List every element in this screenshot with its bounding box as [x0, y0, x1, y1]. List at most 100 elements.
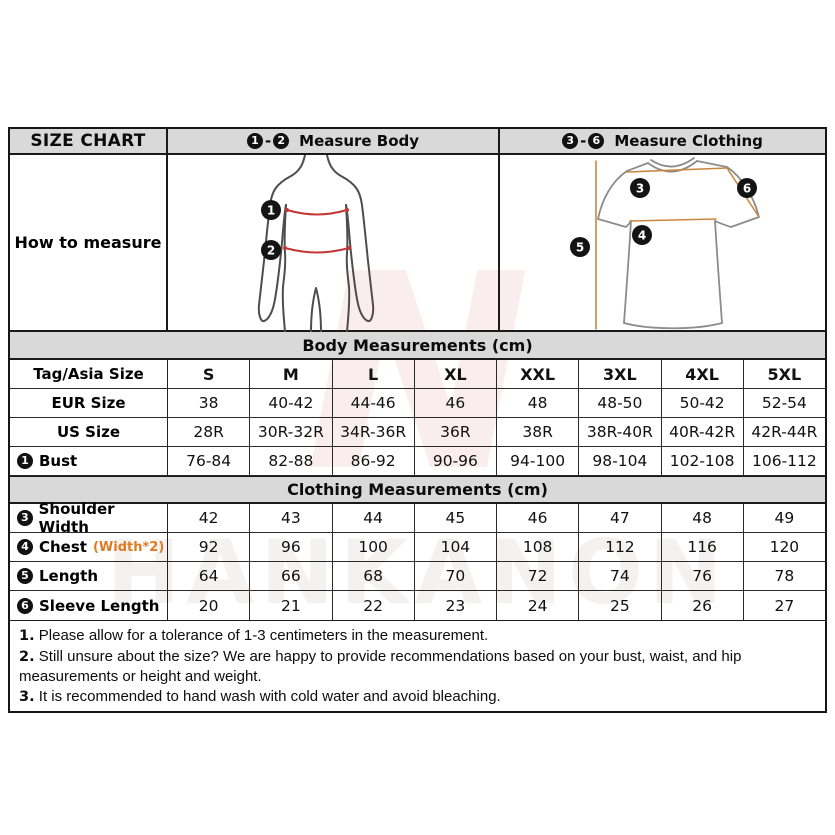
value-cell: 48-50 — [579, 389, 662, 417]
table-row-us-size: US Size 28R 30R-32R 34R-36R 36R 38R 38R-… — [10, 418, 825, 447]
value-cell: 72 — [497, 562, 580, 590]
note-text: It is recommended to hand wash with cold… — [38, 687, 501, 705]
marker-2-icon — [261, 240, 281, 260]
row-label-text: Length — [39, 567, 98, 585]
value-cell: 49 — [774, 509, 795, 527]
value-cell: 52-54 — [761, 394, 807, 412]
shirt-hem — [623, 322, 723, 330]
table-row-eur-size: EUR Size 38 40-42 44-46 46 48 48-50 50-4… — [10, 389, 825, 418]
measure-body-header: 1-2 Measure Body — [168, 129, 500, 153]
marker-6-number: 6 — [743, 182, 751, 196]
marker-3-number: 3 — [636, 182, 644, 196]
range-dash: - — [264, 132, 272, 150]
table-row-chest: 4 Chest (Width*2) 92 96 100 104 108 112 … — [10, 533, 825, 562]
value-cell: 74 — [579, 562, 662, 590]
value-cell: 120 — [769, 538, 800, 556]
shirt-collar-inner — [650, 157, 695, 168]
value-cell: 34R-36R — [333, 418, 415, 446]
value-cell: 40-42 — [250, 389, 333, 417]
table-row-sleeve-length: 6 Sleeve Length 20 21 22 23 24 25 26 27 — [10, 591, 825, 620]
row-label-text: Shoulder Width — [38, 500, 115, 536]
body-diagram-cell: 1 2 — [168, 155, 500, 332]
size-cell: 3XL — [579, 360, 662, 388]
value-cell: 38R-40R — [579, 418, 662, 446]
shirt-right-side — [714, 220, 723, 324]
value-cell: 43 — [250, 504, 333, 532]
value-cell: 36R — [415, 418, 497, 446]
value-cell: 47 — [579, 504, 662, 532]
marker-1-number: 1 — [267, 204, 275, 218]
value-cell: 44-46 — [333, 389, 415, 417]
value-cell: 116 — [662, 533, 744, 561]
body-right-arm — [326, 155, 375, 323]
bust-measure-line — [286, 209, 348, 216]
row-label-sleeve-length: 6 Sleeve Length — [10, 591, 168, 620]
value-cell: 24 — [497, 591, 580, 620]
how-to-measure-row: How to measure 1 2 — [10, 155, 825, 332]
value-cell: 42R-44R — [751, 423, 818, 441]
value-cell: 23 — [415, 591, 497, 620]
value-cell: 46 — [415, 389, 497, 417]
size-chart-title: SIZE CHART — [10, 129, 168, 153]
body-measurements-section-title: Body Measurements (cm) — [10, 332, 825, 360]
note-2: 2. Still unsure about the size? We are h… — [19, 647, 816, 687]
value-cell: 76-84 — [168, 447, 251, 475]
value-cell: 102-108 — [662, 447, 744, 475]
clothing-measurements-section-title: Clothing Measurements (cm) — [10, 476, 825, 504]
marker-5-icon: 5 — [17, 568, 33, 584]
shoulder-measure-line — [626, 167, 728, 173]
shirt-right-sleeve — [714, 166, 760, 228]
value-cell: 98-104 — [579, 447, 662, 475]
how-to-measure-label: How to measure — [10, 155, 168, 330]
size-cell: 5XL — [767, 364, 802, 384]
chest-measure-line — [629, 218, 717, 222]
waist-line-end — [347, 246, 351, 250]
bust-line-end — [285, 208, 289, 212]
value-cell: 28R — [168, 418, 251, 446]
value-cell: 38R — [497, 418, 580, 446]
row-label-chest: 4 Chest (Width*2) — [10, 533, 168, 561]
note-1: 1. Please allow for a tolerance of 1-3 c… — [19, 626, 816, 647]
marker-2-icon: 2 — [273, 133, 290, 149]
value-cell: 64 — [168, 562, 251, 590]
size-chart-table: HANKANON N SIZE CHART 1-2 Measure Body 3… — [8, 127, 827, 713]
tshirt-diagram-cell: 3 4 5 6 — [500, 155, 825, 330]
value-cell: 45 — [415, 504, 497, 532]
shirt-left-sleeve — [597, 170, 632, 228]
marker-1-icon: 1 — [17, 453, 33, 469]
table-row-bust: 1 Bust 76-84 82-88 86-92 90-96 94-100 98… — [10, 447, 825, 476]
note-number: 1. — [19, 628, 35, 644]
row-label-text: Chest — [39, 538, 87, 556]
value-cell: 92 — [168, 533, 251, 561]
value-cell: 94-100 — [497, 447, 580, 475]
shirt-left-side — [623, 220, 632, 324]
marker-1-icon: 1 — [246, 133, 263, 149]
note-number: 2. — [19, 648, 35, 665]
marker-5-number: 5 — [576, 241, 584, 255]
value-cell: 70 — [415, 562, 497, 590]
value-cell: 112 — [579, 533, 662, 561]
marker-4-icon — [632, 225, 652, 245]
value-cell: 76 — [662, 562, 744, 590]
note-number: 3. — [19, 688, 35, 705]
body-legs — [310, 287, 322, 332]
body-diagram: 1 2 — [257, 155, 375, 332]
waist-line-end — [283, 246, 287, 250]
marker-3-icon — [630, 178, 650, 198]
row-label-text: Sleeve Length — [39, 596, 160, 615]
value-cell: 100 — [333, 533, 415, 561]
note-text: Please allow for a tolerance of 1-3 cent… — [38, 627, 489, 644]
value-cell: 22 — [333, 591, 415, 620]
measure-clothing-label: Measure Clothing — [614, 132, 763, 150]
value-cell: 50-42 — [662, 389, 744, 417]
value-cell: 106-112 — [751, 452, 817, 470]
row-label-tag-asia-size: Tag/Asia Size — [10, 360, 168, 388]
tshirt-diagram: 3 4 5 6 — [570, 157, 760, 330]
table-header-row: SIZE CHART 1-2 Measure Body 3-6 Measure … — [10, 129, 825, 155]
value-cell: 68 — [333, 562, 415, 590]
value-cell: 46 — [497, 504, 580, 532]
brand-letter-watermark: N — [305, 216, 531, 531]
size-cell: M — [250, 360, 333, 388]
note-3: 3. It is recommended to hand wash with c… — [19, 687, 816, 708]
